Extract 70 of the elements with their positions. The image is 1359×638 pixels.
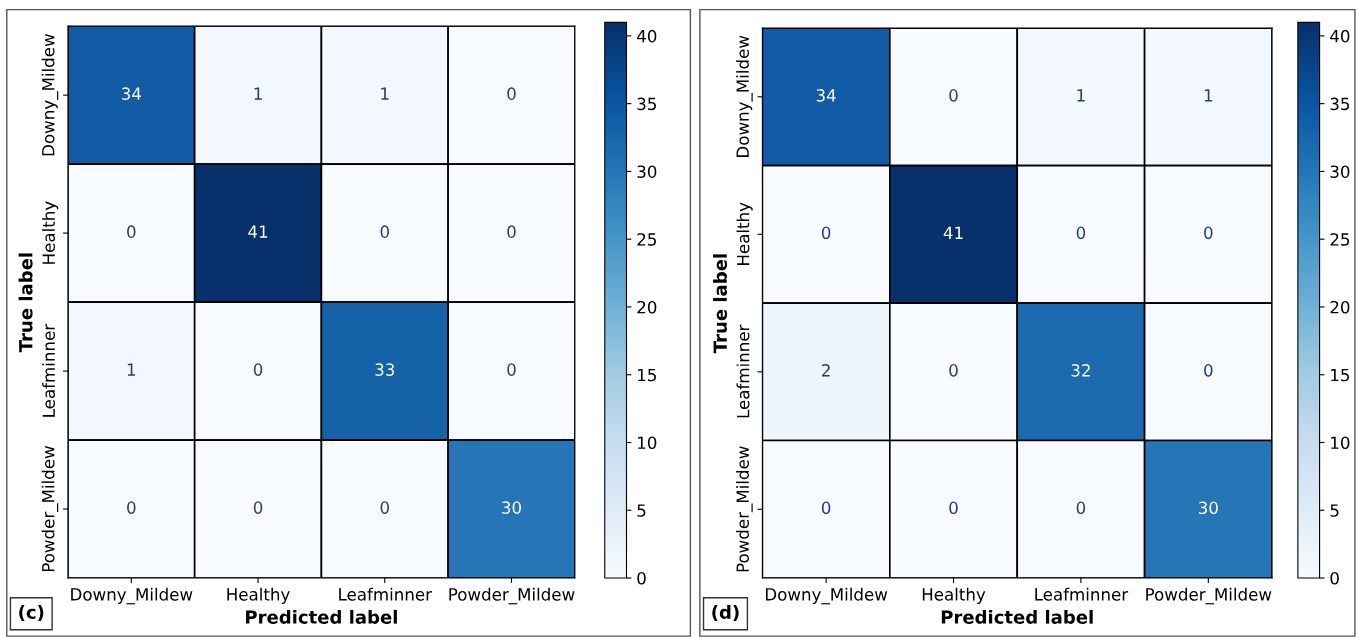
data-label: 0 bbox=[127, 225, 136, 238]
y-tick-label: Leafminner bbox=[736, 324, 750, 418]
y-tick-label: Downy_Mildew bbox=[736, 35, 753, 157]
color-bar-label: 0 bbox=[1330, 571, 1339, 585]
y-axis-title: True label bbox=[713, 254, 728, 354]
data-label: 0 bbox=[253, 501, 263, 514]
data-label: 1 bbox=[1204, 89, 1213, 102]
x-tick-label: Leafminner bbox=[1035, 587, 1129, 601]
data-label: 1 bbox=[1077, 89, 1085, 102]
color-bar-label: 40 bbox=[637, 29, 657, 43]
data-label: 0 bbox=[1204, 226, 1213, 240]
color-bar-label: 15 bbox=[1331, 368, 1350, 382]
x-axis-title: Predicted label bbox=[246, 609, 397, 624]
data-label: 0 bbox=[949, 501, 958, 515]
y-tick-label: Healthy bbox=[736, 202, 753, 265]
data-label: 0 bbox=[821, 501, 831, 515]
color-bar-label: 35 bbox=[1330, 97, 1350, 111]
data-label: 32 bbox=[1071, 364, 1090, 377]
y-tick-label: Downy_Mildew bbox=[41, 34, 59, 156]
data-label: 2 bbox=[822, 364, 830, 377]
data-label: 0 bbox=[380, 225, 389, 238]
data-label: 30 bbox=[502, 501, 521, 514]
x-axis-title: Predicted label bbox=[941, 609, 1093, 624]
data-label: 0 bbox=[253, 363, 263, 376]
x-tick-label: Downy_Mildew bbox=[765, 587, 888, 605]
data-label: 41 bbox=[943, 226, 963, 239]
color-bar-label: 20 bbox=[1330, 300, 1350, 314]
x-tick-label: Downy_Mildew bbox=[71, 587, 193, 605]
data-label: 34 bbox=[816, 89, 836, 102]
color-bar-label: 20 bbox=[637, 300, 657, 314]
color-bar-label: 5 bbox=[1330, 504, 1339, 517]
x-tick-label: Healthy bbox=[922, 587, 986, 604]
y-axis-title: True label bbox=[18, 253, 33, 353]
data-label: 0 bbox=[1204, 364, 1213, 377]
color-bar-label: 25 bbox=[637, 233, 656, 246]
data-label: 0 bbox=[1076, 501, 1086, 515]
x-tick-label: Powder_Mildew bbox=[1146, 587, 1272, 605]
data-label: 0 bbox=[949, 89, 958, 102]
y-tick-label: Leafminner bbox=[42, 323, 55, 417]
data-label: 30 bbox=[1198, 501, 1218, 515]
color-bar-label: 35 bbox=[637, 97, 656, 111]
color-bar-label: 0 bbox=[637, 571, 646, 585]
y-tick-label: Healthy bbox=[42, 201, 59, 264]
data-label: 0 bbox=[821, 226, 831, 240]
data-label: 33 bbox=[375, 363, 395, 376]
data-label: 0 bbox=[507, 87, 516, 100]
data-label: 1 bbox=[254, 87, 262, 100]
data-label: 1 bbox=[381, 87, 389, 100]
data-label: 0 bbox=[949, 364, 958, 377]
color-bar-label: 30 bbox=[1330, 165, 1350, 178]
data-label: 34 bbox=[121, 87, 141, 100]
data-label: 0 bbox=[1076, 226, 1086, 240]
data-label: 0 bbox=[507, 225, 516, 238]
color-bar-label: 10 bbox=[638, 436, 657, 450]
color-bar-label: 25 bbox=[1330, 233, 1350, 246]
x-tick-label: Leafminner bbox=[339, 587, 432, 601]
color-bar-label: 5 bbox=[637, 504, 646, 517]
data-label: 0 bbox=[507, 363, 516, 376]
text: (d) bbox=[712, 605, 739, 622]
x-tick-label: Powder_Mildew bbox=[449, 587, 575, 605]
text: (c) bbox=[19, 605, 44, 622]
data-label: 41 bbox=[248, 225, 268, 238]
color-bar-label: 15 bbox=[638, 368, 656, 382]
color-bar-label: 10 bbox=[1331, 436, 1350, 450]
data-label: 0 bbox=[127, 501, 136, 514]
color-bar-label: 40 bbox=[1330, 29, 1350, 43]
x-tick-label: Healthy bbox=[227, 587, 290, 604]
data-label: 0 bbox=[380, 501, 389, 514]
data-label: 1 bbox=[127, 363, 136, 376]
color-bar-label: 30 bbox=[637, 165, 657, 178]
